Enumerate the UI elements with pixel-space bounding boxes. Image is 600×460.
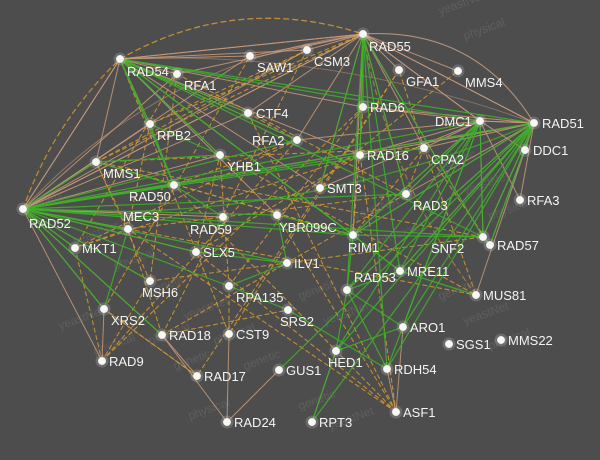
svg-text:GUS1: GUS1	[286, 363, 321, 378]
svg-text:RFA3: RFA3	[527, 193, 560, 208]
svg-text:SNF2: SNF2	[431, 241, 464, 256]
svg-text:MRE11: MRE11	[407, 264, 449, 279]
svg-text:YHB1: YHB1	[227, 159, 261, 174]
svg-text:HED1: HED1	[328, 355, 363, 370]
svg-text:RAD55: RAD55	[369, 39, 411, 54]
svg-text:GFA1: GFA1	[406, 74, 439, 89]
svg-text:RAD57: RAD57	[497, 238, 539, 253]
svg-text:RAD3: RAD3	[413, 198, 448, 213]
svg-text:RFA1: RFA1	[184, 78, 217, 93]
svg-text:ASF1: ASF1	[403, 405, 436, 420]
svg-text:RIM1: RIM1	[348, 240, 379, 255]
svg-text:RAD18: RAD18	[169, 328, 211, 343]
svg-text:RAD6: RAD6	[370, 100, 405, 115]
svg-text:RDH54: RDH54	[394, 362, 437, 377]
svg-text:DDC1: DDC1	[533, 143, 568, 158]
svg-text:SAW1: SAW1	[257, 60, 293, 75]
svg-text:CTF4: CTF4	[256, 106, 289, 121]
svg-text:RAD24: RAD24	[234, 415, 276, 430]
svg-text:RAD16: RAD16	[367, 148, 409, 163]
svg-text:RAD59: RAD59	[190, 222, 232, 237]
svg-text:RAD54: RAD54	[127, 64, 169, 79]
svg-text:RAD50: RAD50	[129, 189, 171, 204]
svg-text:RAD51: RAD51	[542, 116, 584, 131]
svg-text:MEC3: MEC3	[123, 209, 159, 224]
svg-text:RAD53: RAD53	[354, 270, 396, 285]
svg-text:MSH6: MSH6	[142, 285, 178, 300]
svg-text:RPT3: RPT3	[319, 415, 352, 430]
svg-text:SGS1: SGS1	[456, 337, 491, 352]
svg-text:MMS22: MMS22	[508, 333, 553, 348]
svg-text:XRS2: XRS2	[111, 313, 145, 328]
svg-text:ILV1: ILV1	[294, 256, 320, 271]
svg-text:SLX5: SLX5	[203, 245, 235, 260]
svg-text:MMS4: MMS4	[465, 75, 503, 90]
svg-text:CPA2: CPA2	[431, 152, 464, 167]
svg-text:MUS81: MUS81	[483, 288, 526, 303]
svg-text:CST9: CST9	[236, 327, 269, 342]
svg-text:YBR099C: YBR099C	[279, 220, 337, 235]
svg-text:RPB2: RPB2	[157, 128, 191, 143]
svg-text:RAD9: RAD9	[109, 354, 144, 369]
svg-text:DMC1: DMC1	[435, 114, 472, 129]
svg-text:RFA2: RFA2	[252, 133, 285, 148]
svg-text:ARO1: ARO1	[410, 320, 445, 335]
svg-text:SRS2: SRS2	[280, 314, 314, 329]
svg-text:MKT1: MKT1	[82, 241, 117, 256]
svg-text:RPA135: RPA135	[236, 290, 283, 305]
svg-text:RAD17: RAD17	[204, 369, 246, 384]
svg-text:CSM3: CSM3	[314, 54, 350, 69]
svg-text:MMS1: MMS1	[103, 166, 141, 181]
svg-text:SMT3: SMT3	[327, 181, 362, 196]
svg-text:RAD52: RAD52	[29, 216, 71, 231]
